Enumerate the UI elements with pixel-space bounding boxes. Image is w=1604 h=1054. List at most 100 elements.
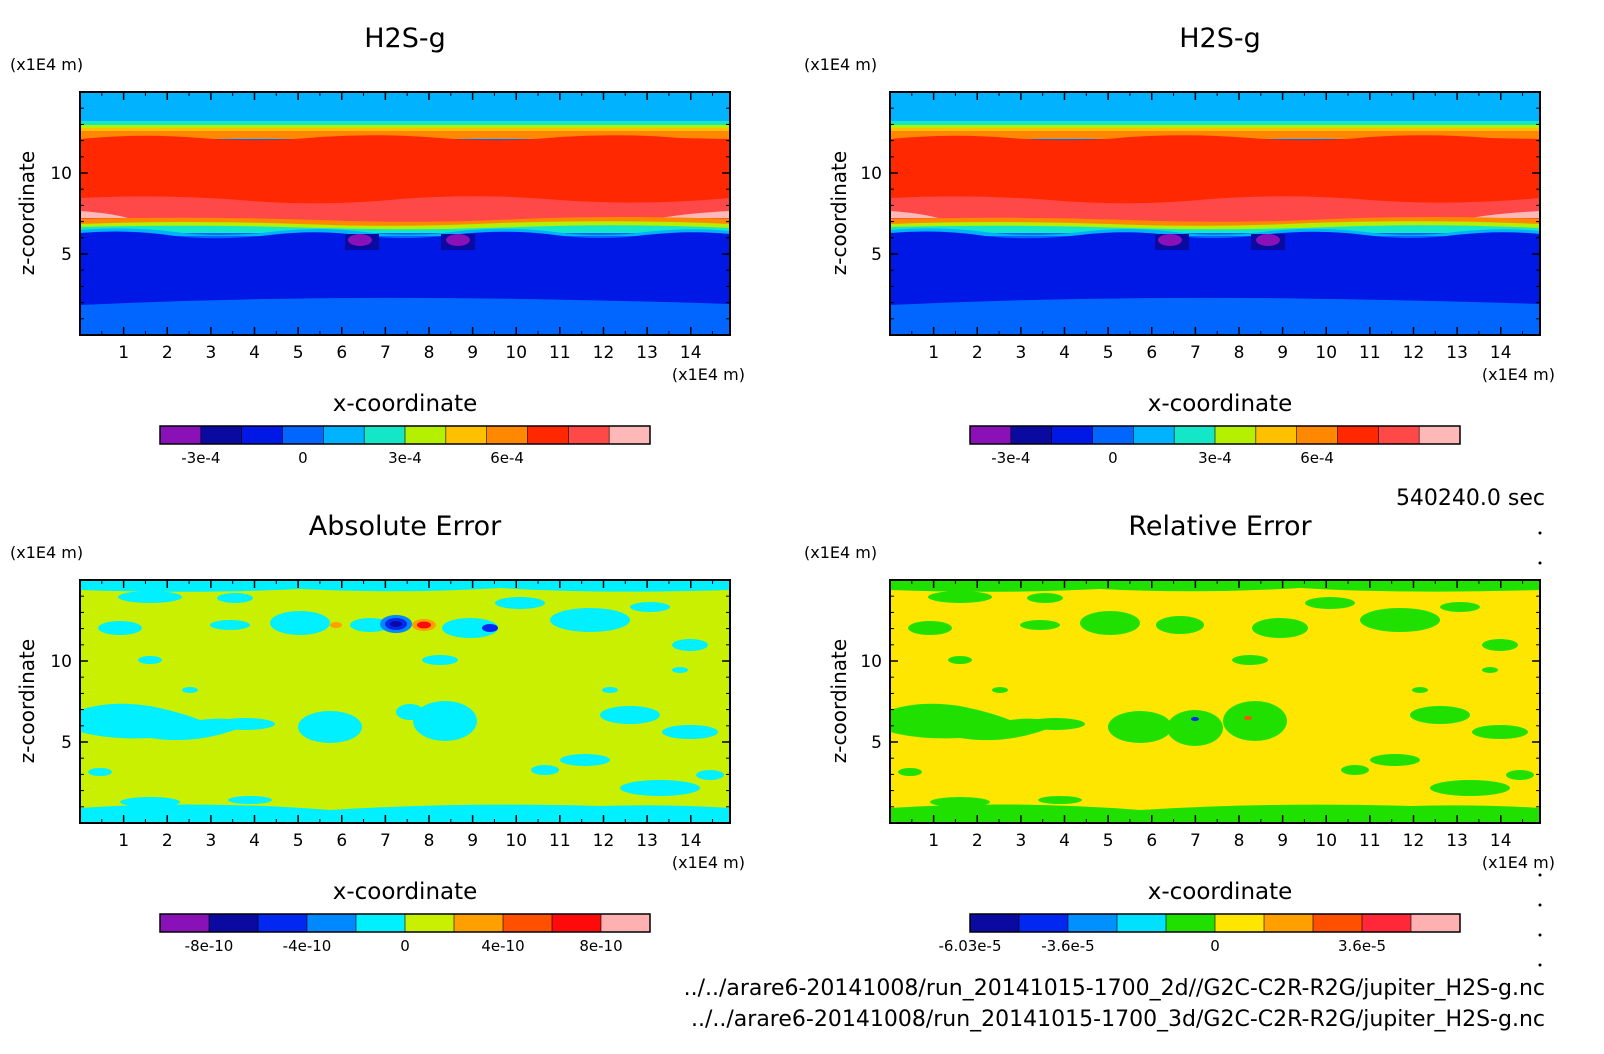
colorbar-swatch: [209, 914, 259, 932]
colorbar-swatch: [200, 426, 243, 444]
x-tick-label: 8: [424, 343, 435, 363]
colorbar-swatch: [160, 426, 202, 444]
x-unit-label: (x1E4 m): [1482, 365, 1555, 384]
colorbar-label: 3e-4: [1198, 449, 1232, 467]
x-tick-label: 4: [249, 831, 260, 851]
edge-dot-markers: [1538, 531, 1542, 967]
x-tick-label: 13: [1446, 831, 1468, 851]
panel-absolute-error: Absolute Error (x1E4 m): [10, 511, 745, 955]
colorbar-swatch: [1019, 914, 1069, 932]
x-tick-label: 5: [293, 831, 304, 851]
colorbar-swatch: [527, 426, 569, 444]
colorbar-swatch: [1419, 426, 1461, 444]
x-axis-ticks: 1 2 3 4 5 6 7 8 9 10 11 12 13 14: [101, 92, 714, 363]
panel-title: H2S-g: [1179, 23, 1261, 54]
x-tick-label: 13: [636, 831, 658, 851]
x-tick-label: 7: [1190, 831, 1201, 851]
y-axis-label: z-coordinate: [827, 151, 851, 275]
x-tick-label: 10: [505, 831, 527, 851]
y-tick-label: 5: [871, 733, 882, 753]
x-tick-label: 1: [928, 343, 939, 363]
time-label: 540240.0 sec: [1396, 486, 1545, 511]
x-tick-label: 6: [336, 343, 347, 363]
colorbar: -3e-4 0 3e-4 6e-4: [969, 425, 1461, 467]
x-tick-label: 8: [1234, 343, 1245, 363]
colorbar-label: -6.03e-5: [939, 937, 1002, 955]
x-tick-label: 2: [162, 831, 173, 851]
y-axis-label: z-coordinate: [15, 639, 39, 763]
colorbar-swatch: [323, 426, 365, 444]
y-unit-label: (x1E4 m): [804, 55, 877, 74]
x-tick-label: 11: [1359, 831, 1381, 851]
x-tick-label: 6: [1146, 831, 1157, 851]
colorbar-swatch: [241, 426, 283, 444]
colorbar-swatch: [445, 426, 488, 444]
colorbar-swatch: [568, 426, 610, 444]
colorbar-swatch: [454, 914, 504, 932]
x-tick-label: 9: [1277, 831, 1288, 851]
x-axis-label: x-coordinate: [1148, 391, 1293, 417]
x-tick-label: 5: [293, 343, 304, 363]
y-tick-label: 10: [50, 652, 72, 672]
x-tick-label: 10: [505, 343, 527, 363]
colorbar-swatch: [503, 914, 553, 932]
colorbar-label: 6e-4: [490, 449, 524, 467]
contour-field: [80, 580, 730, 823]
colorbar-swatch: [1296, 426, 1338, 444]
colorbar-swatch: [356, 914, 406, 932]
y-axis-ticks: 5 10: [50, 595, 730, 808]
x-tick-label: 7: [380, 831, 391, 851]
x-unit-label: (x1E4 m): [1482, 853, 1555, 872]
colorbar-swatch: [282, 426, 324, 444]
colorbar-swatch: [486, 426, 528, 444]
colorbar-label: 0: [298, 449, 308, 467]
x-tick-label: 3: [1015, 831, 1026, 851]
x-tick-label: 12: [1403, 343, 1425, 363]
x-tick-label: 2: [972, 831, 983, 851]
colorbar: -3e-4 0 3e-4 6e-4: [159, 425, 651, 467]
y-axis-label: z-coordinate: [827, 639, 851, 763]
x-tick-label: 11: [549, 343, 571, 363]
colorbar-swatch: [609, 426, 651, 444]
y-tick-label: 5: [871, 245, 882, 265]
colorbar-swatch: [1255, 426, 1298, 444]
panel-h2s-2d: H2S-g (x1E4 m) 1 2 3 4 5 6 7 8 9 10 11 12 13 14: [10, 23, 745, 467]
colorbar-label: 4e-10: [481, 937, 524, 955]
panel-h2s-3d: H2S-g (x1E4 m) 1 2 3 4 5 6 7 8 9 10 11 12 13 14: [804, 23, 1555, 467]
colorbar-swatch: [1117, 914, 1167, 932]
y-tick-label: 5: [61, 245, 72, 265]
colorbar-swatch: [1068, 914, 1118, 932]
colorbar-label: -3e-4: [991, 449, 1030, 467]
colorbar-label: 0: [400, 937, 410, 955]
colorbar: -6.03e-5 -3.6e-5 0 3.6e-5: [939, 913, 1461, 955]
colorbar-label: 0: [1210, 937, 1220, 955]
colorbar-label: -3e-4: [181, 449, 220, 467]
colorbar-swatch: [1133, 426, 1175, 444]
x-tick-label: 5: [1103, 343, 1114, 363]
x-axis-label: x-coordinate: [333, 391, 478, 417]
x-tick-label: 14: [1490, 831, 1512, 851]
colorbar-swatch: [1092, 426, 1134, 444]
x-axis-ticks: 1 2 3 4 5 6 7 8 9 10 11 12 13 14: [911, 580, 1524, 851]
colorbar-swatch: [1264, 914, 1314, 932]
x-axis-ticks: 1 2 3 4 5 6 7 8 9 10 11 12 13 14: [911, 92, 1524, 363]
x-unit-label: (x1E4 m): [672, 365, 745, 384]
colorbar-swatch: [1215, 914, 1265, 932]
colorbar-swatch: [1337, 426, 1379, 444]
y-unit-label: (x1E4 m): [10, 55, 83, 74]
colorbar-label: -3.6e-5: [1041, 937, 1094, 955]
x-tick-label: 10: [1315, 831, 1337, 851]
y-unit-label: (x1E4 m): [10, 543, 83, 562]
file-path-3d: ../../arare6-20141008/run_20141015-1700_…: [691, 1007, 1545, 1032]
colorbar-swatch: [160, 914, 210, 932]
x-axis-label: x-coordinate: [333, 879, 478, 905]
colorbar: -8e-10 -4e-10 0 4e-10 8e-10: [159, 913, 651, 955]
x-tick-label: 13: [636, 343, 658, 363]
colorbar-swatch: [405, 914, 455, 932]
panel-title: Absolute Error: [309, 511, 502, 542]
contour-field: [890, 580, 1540, 823]
colorbar-swatch: [601, 914, 651, 932]
y-tick-label: 10: [860, 652, 882, 672]
x-tick-label: 7: [1190, 343, 1201, 363]
colorbar-swatch: [970, 426, 1012, 444]
